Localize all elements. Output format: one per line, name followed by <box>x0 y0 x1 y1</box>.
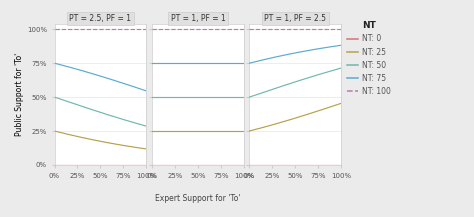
Title: PT = 2.5, PF = 1: PT = 2.5, PF = 1 <box>70 14 131 23</box>
Title: PT = 1, PF = 1: PT = 1, PF = 1 <box>171 14 225 23</box>
Title: PT = 1, PF = 2.5: PT = 1, PF = 2.5 <box>264 14 326 23</box>
Legend: NT: 0, NT: 25, NT: 50, NT: 75, NT: 100: NT: 0, NT: 25, NT: 50, NT: 75, NT: 100 <box>347 21 391 96</box>
Y-axis label: Public Support for 'To': Public Support for 'To' <box>15 53 24 136</box>
Text: Expert Support for 'To': Expert Support for 'To' <box>155 194 241 203</box>
